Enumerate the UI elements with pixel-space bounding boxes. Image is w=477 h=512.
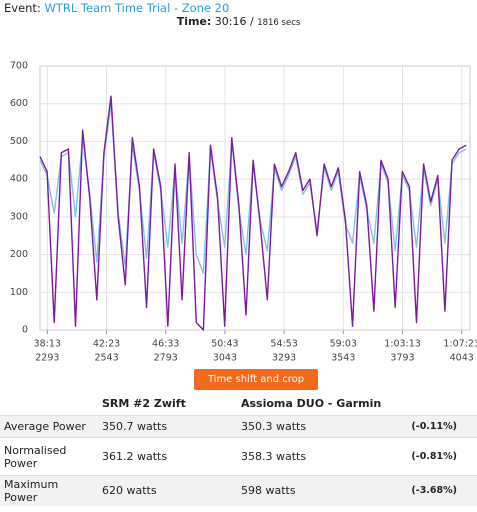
x-tick-label: 42:23 xyxy=(93,339,120,350)
time-value: 30:16 / xyxy=(214,15,254,28)
x-tick-label: 50:43 xyxy=(211,339,238,350)
cell: (-0.81%) xyxy=(400,437,477,476)
y-tick-label: 500 xyxy=(10,136,28,147)
chart: 0 100 200 300 400 500 600 700 38:13 2293 42:23 2543… xyxy=(10,61,477,364)
x-tick-label: 38:13 xyxy=(34,339,61,350)
y-tick-label: 200 xyxy=(10,249,28,260)
cell: (-0.11%) xyxy=(400,415,477,438)
x-tick-index: 3793 xyxy=(390,353,414,364)
x-tick-label: 59:03 xyxy=(330,339,357,350)
power-line xyxy=(39,95,467,331)
cell: Average Power xyxy=(0,415,98,438)
x-tick-label: 46:33 xyxy=(152,339,179,350)
cell: 350.7 watts xyxy=(98,415,237,438)
y-tick-label: 100 xyxy=(10,287,28,298)
cell: 358.3 watts xyxy=(237,437,401,476)
table-row: Normalised Power 361.2 watts 358.3 watts (-… xyxy=(0,437,477,476)
stats-table: SRM #2 Zwift Assioma DUO - Garmin Average… xyxy=(0,392,477,506)
event-label: Event: xyxy=(4,1,41,15)
table-header: SRM #2 Zwift Assioma DUO - Garmin xyxy=(0,392,477,416)
cell: Normalised Power xyxy=(0,437,98,476)
x-tick-index: 4043 xyxy=(450,353,474,364)
cell: Maximum Power xyxy=(0,475,98,506)
col-header: Assioma DUO - Garmin xyxy=(241,397,382,410)
x-tick-label: 54:53 xyxy=(270,339,297,350)
x-tick-index: 2293 xyxy=(35,353,59,364)
y-tick-label: 400 xyxy=(10,174,28,185)
cell: 620 watts xyxy=(98,475,237,506)
time-label: Time: xyxy=(176,15,212,28)
x-tick-index: 2793 xyxy=(154,353,178,364)
event-link[interactable]: WTRL Team Time Trial - Zone 20 xyxy=(44,1,230,15)
col-header: SRM #2 Zwift xyxy=(102,397,186,410)
y-tick-label: 300 xyxy=(10,211,28,222)
time-line: Time: 30:16 / 1816 secs xyxy=(0,15,477,28)
y-tick-label: 0 xyxy=(22,325,28,336)
time-shift-button[interactable]: Time shift and crop xyxy=(194,369,318,390)
plot-frame xyxy=(39,65,471,331)
cell: 350.3 watts xyxy=(237,415,401,438)
x-tick-label: 1:03:13 xyxy=(384,339,421,350)
x-tick-label: 1:07:23 xyxy=(443,339,477,350)
table-row: Maximum Power 620 watts 598 watts (-3.68%) xyxy=(0,475,477,506)
time-secs: 1816 secs xyxy=(257,18,301,28)
event-line: Event: WTRL Team Time Trial - Zone 20 xyxy=(4,1,229,15)
y-tick-label: 700 xyxy=(10,61,28,72)
cell: (-3.68%) xyxy=(400,475,477,506)
y-tick-label: 600 xyxy=(10,98,28,109)
x-tick-index: 3043 xyxy=(213,353,237,364)
x-tick-index: 2543 xyxy=(94,353,118,364)
cell: 598 watts xyxy=(237,475,401,506)
x-tick-index: 3543 xyxy=(331,353,355,364)
cell: 361.2 watts xyxy=(98,437,237,476)
table-row: Average Power 350.7 watts 350.3 watts (-0.1… xyxy=(0,415,477,438)
x-tick-index: 3293 xyxy=(272,353,296,364)
